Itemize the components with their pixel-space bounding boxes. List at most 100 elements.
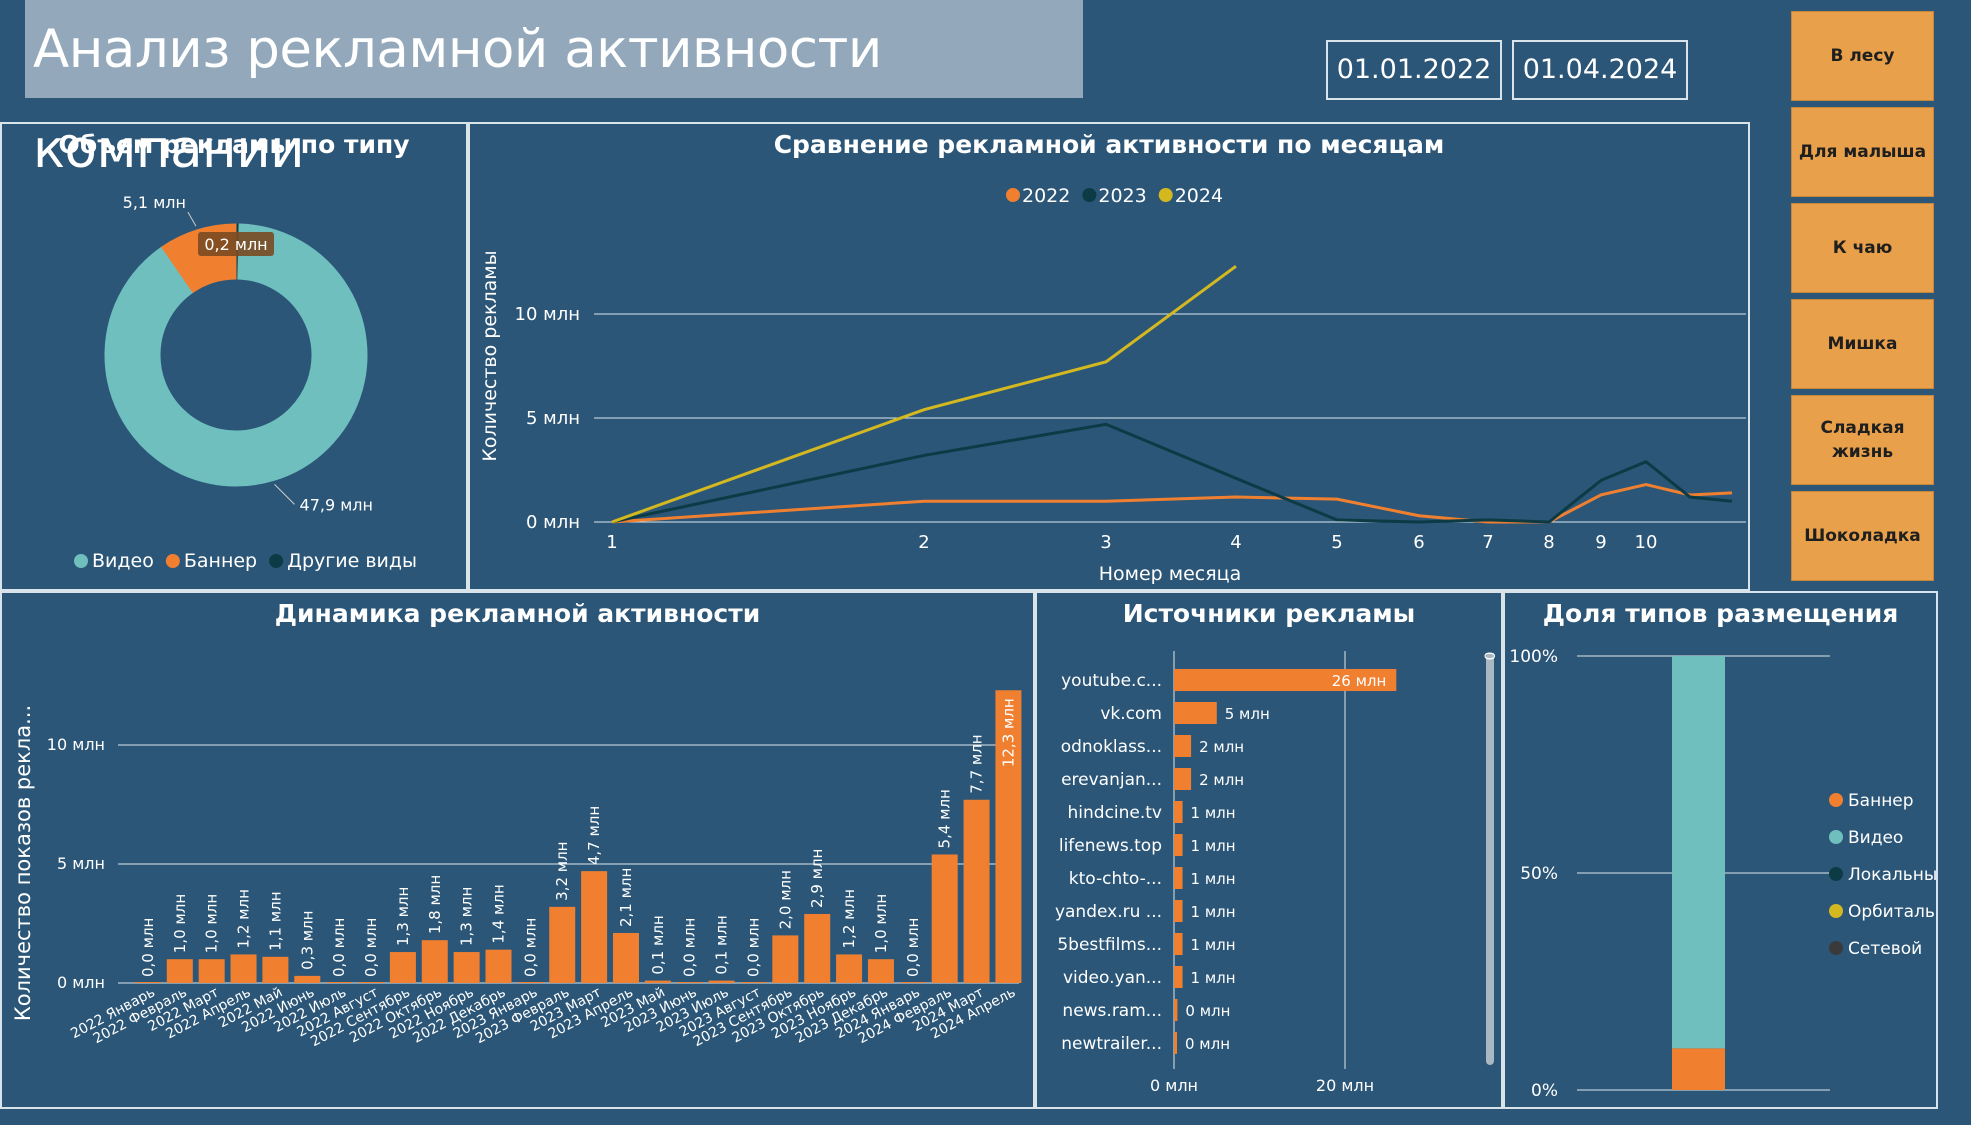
line-x-tick-label: 6	[1413, 532, 1424, 553]
legend-label-баннер: Баннер	[1848, 791, 1914, 811]
bar-data-label: 1,0 млн	[203, 894, 221, 953]
slicer-button-k-chayu[interactable]: К чаю	[1791, 203, 1934, 293]
bar-2022-июнь	[294, 975, 321, 983]
slicer-button-sladkaya-zhizn[interactable]: Сладкая жизнь	[1791, 395, 1934, 485]
line-x-tick-label: 4	[1230, 532, 1241, 553]
donut-chart-title: Объем рекламы по типу	[58, 130, 410, 159]
bar-2023-март	[581, 871, 608, 983]
line-series-2022	[611, 483, 1733, 524]
bar-data-label: 0,0 млн	[362, 918, 380, 977]
legend-marker-2022	[1006, 188, 1020, 202]
title-banner: Анализ рекламной активности компании	[25, 0, 1083, 180]
line-x-tick-label: 10	[1635, 532, 1658, 553]
bar-data-label: 12,3 млн	[999, 698, 1017, 767]
sources-bar-newtrailer	[1174, 1032, 1177, 1054]
bar-data-label: 0,1 млн	[713, 915, 731, 974]
slicer-button-shokoladka[interactable]: Шоколадка	[1791, 491, 1934, 581]
share-y-tick-label: 100%	[1509, 647, 1558, 667]
sources-data-label: 2 млн	[1199, 771, 1244, 789]
share-chart-title: Доля типов размещения	[1542, 599, 1899, 628]
line-series-2024	[611, 264, 1237, 524]
sources-category-label: video.yan...	[1063, 968, 1162, 988]
sources-bar-hindcine-tv	[1174, 801, 1183, 823]
bar-2023-апрель	[612, 933, 639, 983]
legend-marker-2024	[1158, 188, 1173, 202]
bar-data-label: 1,3 млн	[458, 887, 476, 946]
bar-2024-апрель	[995, 690, 1022, 983]
bar-2024-февраль	[931, 854, 958, 983]
slicer-button-dlya-malysha[interactable]: Для малыша	[1791, 107, 1934, 197]
bar-2022-декабрь	[485, 949, 512, 983]
line-y-tick-label: 5 млн	[526, 408, 580, 429]
bar-2023-май	[644, 980, 671, 983]
bar-y-tick-label: 5 млн	[57, 854, 105, 873]
bar-y-tick-label: 10 млн	[47, 735, 105, 754]
line-x-tick-label: 7	[1482, 532, 1493, 553]
share-segment-баннер	[1672, 1048, 1725, 1090]
line-chart: 0 млн 5 млн 10 млн 1 2 3 4 5 6 7 8 9 10 Номер месяца К…	[479, 185, 1746, 585]
bar-2024-март	[963, 799, 990, 983]
panel-ad-volume-by-type: Объем рекламы по типу 47,9 млн 5,1 млн 0,2…	[0, 122, 468, 591]
legend-marker-локальный	[1829, 867, 1843, 881]
sources-category-label: kto-chto-...	[1069, 869, 1162, 889]
legend-marker-другие-виды	[269, 554, 284, 568]
legend-label-сетевой: Сетевой	[1848, 939, 1922, 959]
line-x-tick-label: 2	[918, 532, 929, 553]
sources-bar-vk-com	[1174, 702, 1217, 724]
line-x-axis-title: Номер месяца	[1099, 563, 1242, 585]
sources-bar-news-ram	[1174, 999, 1178, 1021]
bar-data-label: 7,7 млн	[968, 734, 986, 793]
bar-data-label: 4,7 млн	[585, 806, 603, 865]
sources-bar-yandex-ru	[1174, 900, 1183, 922]
line-y-tick-label: 0 млн	[526, 512, 580, 533]
bar-data-label: 0,1 млн	[649, 915, 667, 974]
line-x-tick-label: 8	[1543, 532, 1554, 553]
sources-bar-erevanjan	[1174, 768, 1192, 790]
sources-category-label: 5bestfilms...	[1057, 935, 1162, 955]
sources-data-label: 1 млн	[1191, 936, 1236, 954]
slicer-button-v-lesu[interactable]: В лесу	[1791, 11, 1934, 101]
bar-data-label: 3,2 млн	[553, 841, 571, 900]
panel-monthly-comparison: Сравнение рекламной активности по месяца…	[468, 122, 1750, 591]
bar-data-label: 1,2 млн	[235, 889, 253, 948]
bar-2023-январь	[517, 982, 544, 983]
sources-bar-youtube-c	[1174, 669, 1397, 691]
bar-2022-июль	[326, 982, 353, 983]
date-from-field[interactable]: 01.01.2022	[1326, 40, 1502, 100]
bar-2022-май	[262, 956, 289, 983]
sources-category-label: lifenews.top	[1059, 836, 1162, 856]
line-series-2023	[611, 422, 1733, 524]
slicer-button-mishka[interactable]: Мишка	[1791, 299, 1934, 389]
sources-data-label: 1 млн	[1191, 870, 1236, 888]
bar-2023-август	[740, 982, 767, 983]
sources-data-label: 0 млн	[1185, 1002, 1230, 1020]
date-to-field[interactable]: 01.04.2024	[1512, 40, 1688, 100]
bar-data-label: 2,0 млн	[776, 870, 794, 929]
share-y-tick-label: 0%	[1531, 1081, 1558, 1101]
share-chart: 0% 50% 100% Баннер Видео Локальный Орбиталь...…	[1509, 647, 1936, 1101]
legend-label-2022: 2022	[1022, 185, 1070, 207]
bar-y-tick-label: 0 млн	[57, 973, 105, 992]
page-title: Анализ рекламной активности компании	[33, 19, 882, 180]
bar-2022-ноябрь	[453, 952, 480, 983]
line-y-tick-label: 10 млн	[515, 304, 580, 325]
line-x-tick-label: 5	[1331, 532, 1342, 553]
legend-label-локальный: Локальный	[1848, 865, 1936, 885]
bar-data-label: 2,1 млн	[617, 868, 635, 927]
bar-chart: 0 млн 5 млн 10 млн Количество показов рекла…	[11, 690, 1022, 1050]
donut-chart: 47,9 млн 5,1 млн 0,2 млн Видео Баннер Другие …	[74, 193, 417, 572]
legend-marker-баннер	[165, 554, 180, 568]
bar-data-label: 1,8 млн	[426, 875, 444, 934]
bar-data-label: 0,0 млн	[139, 918, 157, 977]
sources-category-label: yandex.ru ...	[1055, 902, 1162, 922]
sources-category-label: hindcine.tv	[1068, 803, 1163, 823]
donut-leader-line	[274, 484, 295, 505]
donut-leader-line	[187, 211, 197, 227]
bar-data-label: 0,0 млн	[330, 918, 348, 977]
line-x-tick-label: 1	[606, 532, 617, 553]
sources-category-label: news.ram...	[1062, 1001, 1162, 1021]
sources-data-label: 0 млн	[1185, 1035, 1230, 1053]
bar-2022-февраль	[166, 959, 193, 983]
bar-data-label: 0,0 млн	[521, 918, 539, 977]
legend-marker-2023	[1082, 188, 1097, 202]
